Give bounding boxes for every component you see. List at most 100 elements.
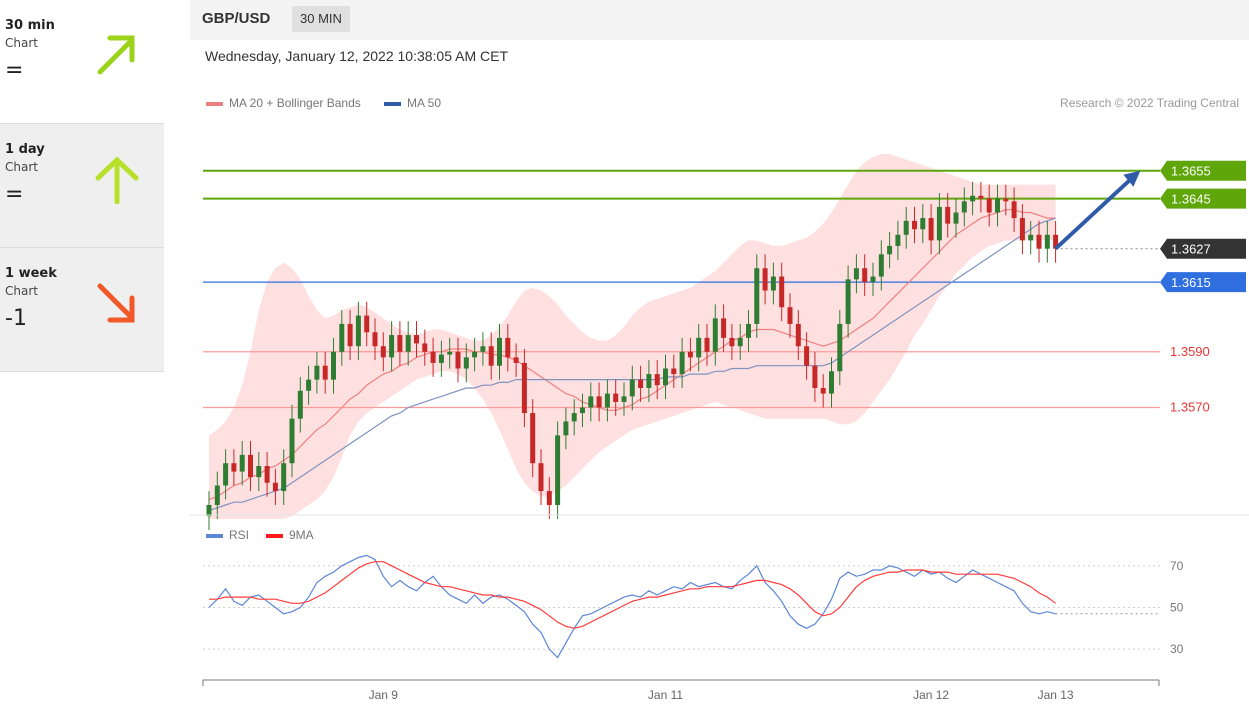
timeframe-sub: Chart <box>5 160 38 174</box>
candle-body <box>986 198 992 213</box>
candle-body <box>306 379 312 391</box>
candle-body <box>687 351 693 358</box>
candle-body <box>1053 234 1059 249</box>
legend-rsi: RSI <box>206 528 249 542</box>
arrow-up-icon <box>95 156 139 204</box>
candle-body <box>878 254 884 277</box>
candle-body <box>538 463 544 492</box>
legend-swatch <box>266 533 283 538</box>
level-tag-1.3645 <box>1160 188 1246 209</box>
candle-body <box>397 335 403 352</box>
candle-body <box>521 362 527 414</box>
timeframe-sub: Chart <box>5 284 38 298</box>
candle-body <box>1036 234 1042 249</box>
candle-body <box>1044 234 1050 249</box>
candle-body <box>455 351 461 369</box>
candle-body <box>214 485 220 505</box>
candle-body <box>638 379 644 388</box>
level-label-1.3645: 1.3645 <box>1171 192 1211 207</box>
legend-9ma: 9MA <box>266 528 314 542</box>
candles <box>206 181 1059 531</box>
candle-body <box>571 413 577 422</box>
candle-body <box>837 323 843 372</box>
timeframe-panel: 30 min Chart = 1 day Chart = 1 week Char… <box>0 0 164 373</box>
candle-body <box>654 374 660 386</box>
candle-body <box>497 337 502 366</box>
candle-body <box>389 335 395 358</box>
candle-body <box>289 418 295 464</box>
timeframe-badge[interactable]: 30 MIN <box>292 6 350 32</box>
candle-body <box>438 354 444 363</box>
timestamp: Wednesday, January 12, 2022 10:38:05 AM … <box>205 48 509 64</box>
candle-body <box>1011 201 1017 219</box>
credit: Research © 2022 Trading Central <box>1060 96 1239 110</box>
candle-body <box>414 335 419 344</box>
candle-body <box>928 218 934 241</box>
candle-body <box>704 337 710 352</box>
candle-body <box>754 268 760 324</box>
timeframe-signal: = <box>5 182 24 207</box>
projection-arrow-line <box>1054 176 1134 251</box>
candle-body <box>530 413 536 464</box>
candle-body <box>978 195 984 199</box>
candle-body <box>604 393 610 408</box>
candle-body <box>671 368 677 375</box>
candle-body <box>729 337 735 347</box>
x-tick-label: Jan 9 <box>369 688 399 702</box>
x-tick-label: Jan 13 <box>1038 688 1074 702</box>
candle-body <box>447 351 453 355</box>
projection <box>1054 170 1141 251</box>
candle-body <box>322 365 328 380</box>
candle-body <box>380 346 386 358</box>
candle-body <box>696 337 702 358</box>
candle-body <box>679 351 685 375</box>
candle-body <box>563 421 569 436</box>
legend-label: RSI <box>229 528 250 542</box>
bollinger-band-area <box>209 154 1056 519</box>
candle-body <box>795 323 801 347</box>
x-tick-label: Jan 11 <box>648 688 683 702</box>
level-label-1.3655: 1.3655 <box>1171 164 1211 179</box>
level-tag-1.3615 <box>1160 272 1246 293</box>
timeframe-name: 1 week <box>5 266 57 281</box>
candle-body <box>995 198 1000 213</box>
candle-body <box>829 371 834 394</box>
candle-body <box>646 374 652 388</box>
candle-body <box>580 407 585 414</box>
candle-body <box>1003 198 1009 202</box>
candle-body <box>231 463 237 472</box>
candle-body <box>223 463 229 486</box>
projection-arrow-head <box>1123 170 1141 187</box>
timeframe-signal: -1 <box>5 306 27 331</box>
candle-body <box>331 351 336 380</box>
candle-body <box>505 337 511 358</box>
candle-body <box>272 482 278 492</box>
timeframe-card-1week[interactable]: 1 week Chart -1 <box>0 248 164 372</box>
timeframe-card-30min[interactable]: 30 min Chart = <box>0 0 164 124</box>
timeframe-card-1day[interactable]: 1 day Chart = <box>0 124 164 248</box>
candle-body <box>853 268 859 280</box>
arrow-down-right-icon <box>97 283 135 323</box>
x-axis: Jan 9 Jan 11 Jan 12 Jan 13 <box>202 679 1160 702</box>
candle-body <box>488 346 494 366</box>
candle-body <box>1019 218 1025 241</box>
x-tick-label: Jan 12 <box>913 688 949 702</box>
candle-body <box>912 220 917 230</box>
candle-body <box>903 220 909 235</box>
candle-body <box>480 346 486 352</box>
chart-header: GBP/USD 30 MIN <box>190 0 1249 40</box>
candle-body <box>248 454 253 478</box>
level-label-1.3570: 1.3570 <box>1170 400 1210 415</box>
candle-body <box>746 323 751 338</box>
candle-body <box>472 351 478 358</box>
rsi-series-9MA <box>209 561 1056 629</box>
level-label-1.3627: 1.3627 <box>1171 242 1211 257</box>
candle-body <box>588 396 594 408</box>
rsi-tick-label: 50 <box>1170 601 1184 615</box>
rsi-panel: 70 50 30 <box>203 554 1184 659</box>
candle-body <box>339 323 345 352</box>
candle-body <box>936 206 942 241</box>
candle-body <box>762 268 768 291</box>
level-tag-1.3655 <box>1160 160 1246 181</box>
